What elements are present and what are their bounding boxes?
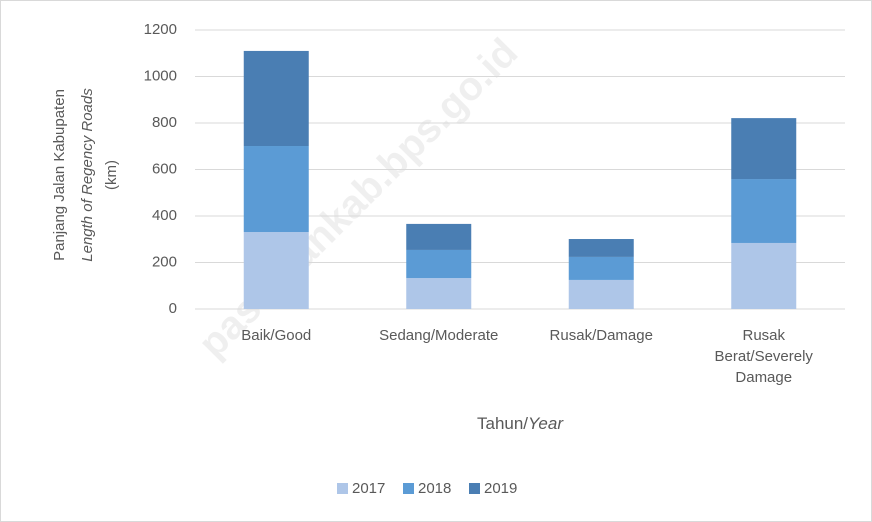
- bar-segment: [406, 249, 472, 279]
- x-tick-label-line: Rusak: [742, 327, 785, 344]
- x-tick-label-line: Damage: [735, 369, 792, 386]
- x-tick-label-line: Berat/Severely: [715, 348, 814, 365]
- x-tick-label: Rusak/Damage: [550, 327, 653, 344]
- bar-segment: [731, 179, 797, 243]
- y-tick-label: 400: [152, 207, 177, 224]
- y-axis-label: (km): [103, 160, 120, 190]
- x-axis-label-part: Year: [528, 414, 564, 433]
- x-axis-label: Tahun/Year: [477, 414, 564, 433]
- y-axis-label: Panjang Jalan Kabupaten: [51, 89, 68, 261]
- bar-segment: [568, 256, 634, 280]
- y-axis-label: Length of Regency Roads: [79, 88, 96, 262]
- legend-swatch: [337, 483, 348, 494]
- bar-segment: [243, 146, 309, 233]
- bar-segment: [406, 278, 472, 309]
- legend-label: 2019: [484, 480, 517, 497]
- x-tick-label: Baik/Good: [241, 327, 311, 344]
- legend-label: 2018: [418, 480, 451, 497]
- bar-segment: [243, 232, 309, 309]
- bar-segment: [568, 239, 634, 257]
- x-tick-label: Rusak Berat/Severely Damage: [715, 327, 814, 386]
- legend-swatch: [469, 483, 480, 494]
- legend-label: 2017: [352, 480, 385, 497]
- bar-segment: [731, 118, 797, 180]
- bar-segment: [243, 50, 309, 147]
- x-tick-label: Sedang/Moderate: [379, 327, 498, 344]
- bar-segment: [406, 223, 472, 250]
- y-tick-label: 1200: [144, 21, 177, 38]
- y-tick-label: 600: [152, 160, 177, 177]
- y-tick-label: 800: [152, 114, 177, 131]
- x-axis-label-part: Tahun/: [477, 414, 528, 433]
- bar-segment: [568, 279, 634, 309]
- y-tick-label: 200: [152, 253, 177, 270]
- legend-swatch: [403, 483, 414, 494]
- bar-segment: [731, 242, 797, 309]
- y-tick-label: 0: [169, 300, 177, 317]
- y-tick-label: 1000: [144, 67, 177, 84]
